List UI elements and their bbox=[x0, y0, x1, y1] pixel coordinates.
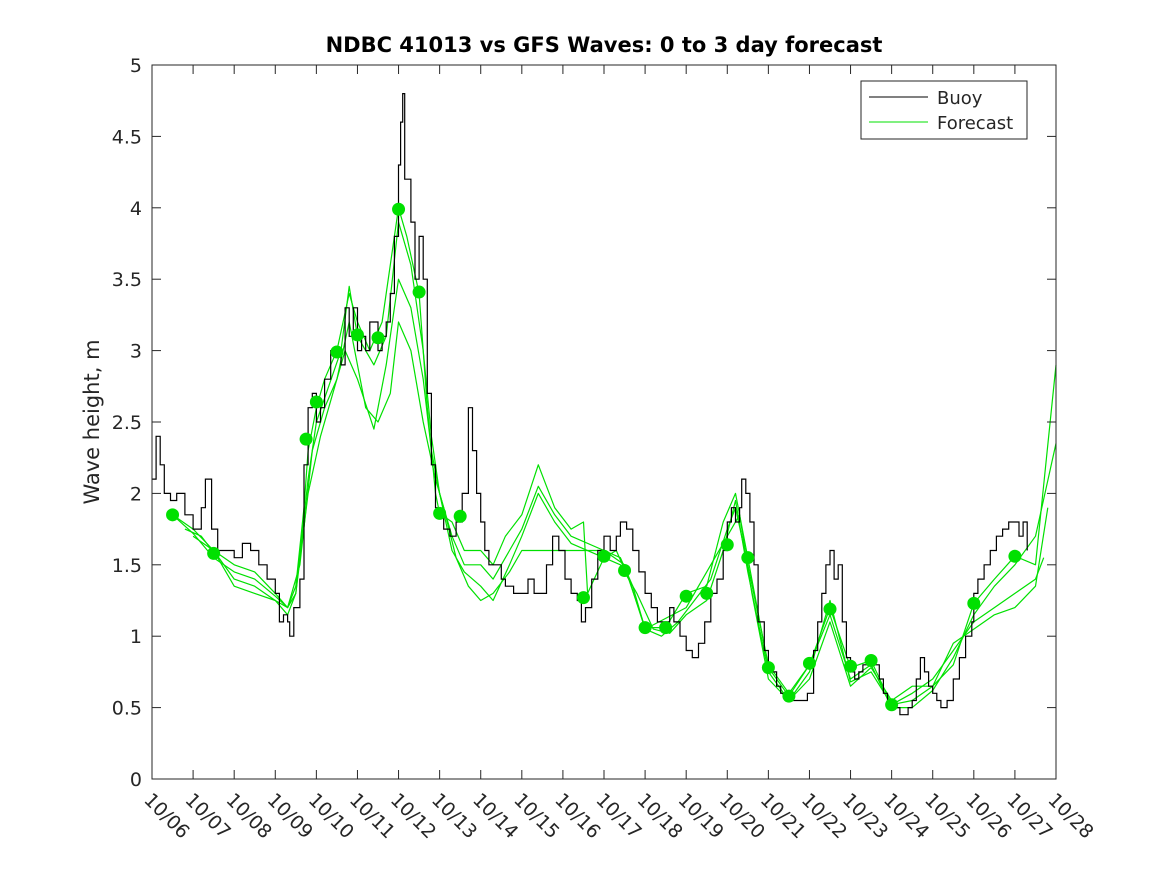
y-tick-label: 5 bbox=[130, 55, 142, 77]
forecast-marker-1 bbox=[166, 508, 180, 522]
forecast-marker-2 bbox=[207, 546, 221, 560]
forecast-marker-26 bbox=[864, 653, 878, 667]
y-tick-label: 2.5 bbox=[112, 412, 142, 434]
forecast-line-1 bbox=[172, 207, 1057, 706]
forecast-marker-18 bbox=[700, 586, 714, 600]
forecast-marker-12 bbox=[576, 591, 590, 605]
forecast-line-4 bbox=[192, 321, 1049, 702]
forecast-marker-15 bbox=[638, 621, 652, 635]
legend: Buoy Forecast bbox=[860, 80, 1028, 140]
x-tick-label: 10/12 bbox=[386, 789, 440, 843]
x-tick-label: 10/22 bbox=[797, 789, 851, 843]
forecast-marker-17 bbox=[679, 589, 693, 603]
x-tick-label: 10/20 bbox=[715, 789, 769, 843]
forecast-marker-5 bbox=[330, 345, 344, 359]
x-tick-label: 10/23 bbox=[838, 789, 892, 843]
x-tick-label: 10/11 bbox=[345, 789, 399, 843]
x-tick-label: 10/15 bbox=[509, 789, 563, 843]
chart-title: NDBC 41013 vs GFS Waves: 0 to 3 day fore… bbox=[326, 33, 883, 57]
y-tick-label: 3 bbox=[130, 341, 142, 363]
forecast-marker-25 bbox=[844, 659, 858, 673]
forecast-marker-28 bbox=[967, 596, 981, 610]
forecast-marker-22 bbox=[782, 689, 796, 703]
forecast-marker-10 bbox=[433, 506, 447, 520]
x-tick-label: 10/10 bbox=[304, 789, 358, 843]
x-tick-label: 10/16 bbox=[550, 789, 604, 843]
forecast-marker-20 bbox=[741, 551, 755, 565]
forecast-marker-16 bbox=[659, 621, 673, 635]
x-tick-label: 10/24 bbox=[879, 789, 933, 843]
x-tick-label: 10/28 bbox=[1043, 789, 1097, 843]
y-tick-label: 1 bbox=[130, 626, 142, 648]
forecast-marker-8 bbox=[392, 202, 406, 216]
x-tick-label: 10/25 bbox=[920, 789, 974, 843]
forecast-line-3 bbox=[184, 278, 1045, 706]
x-tick-label: 10/26 bbox=[961, 789, 1015, 843]
x-tick-label: 10/19 bbox=[674, 789, 728, 843]
y-tick-label: 0 bbox=[130, 769, 142, 791]
y-tick-label: 4 bbox=[130, 198, 142, 220]
x-tick-label: 10/17 bbox=[591, 789, 645, 843]
x-tick-label: 10/06 bbox=[139, 789, 193, 843]
y-tick-label: 1.5 bbox=[112, 555, 142, 577]
forecast-marker-4 bbox=[309, 395, 323, 409]
x-tick-label: 10/09 bbox=[263, 789, 317, 843]
series-layer bbox=[152, 92, 1057, 716]
x-tick-label: 10/08 bbox=[222, 789, 276, 843]
y-tick-label: 2 bbox=[130, 483, 142, 505]
forecast-marker-13 bbox=[597, 549, 611, 563]
plot-background bbox=[152, 65, 1056, 779]
y-axis-label: Wave height, m bbox=[80, 339, 104, 504]
x-tick-label: 10/07 bbox=[181, 789, 235, 843]
forecast-marker-3 bbox=[299, 432, 313, 446]
forecast-marker-23 bbox=[802, 656, 816, 670]
y-tick-label: 4.5 bbox=[112, 126, 142, 148]
forecast-line-2 bbox=[172, 221, 1057, 709]
legend-forecast-label: Forecast bbox=[937, 113, 1013, 134]
forecast-marker-27 bbox=[885, 698, 899, 712]
forecast-marker-21 bbox=[761, 661, 775, 675]
forecast-marker-14 bbox=[618, 564, 632, 578]
x-tick-label: 10/13 bbox=[427, 789, 481, 843]
forecast-marker-11 bbox=[453, 509, 467, 523]
y-tick-label: 0.5 bbox=[112, 698, 142, 720]
forecast-marker-9 bbox=[412, 285, 426, 299]
x-tick-label: 10/21 bbox=[756, 789, 810, 843]
x-tick-label: 10/27 bbox=[1002, 789, 1056, 843]
forecast-marker-6 bbox=[350, 328, 364, 342]
x-tick-label: 10/18 bbox=[633, 789, 687, 843]
y-tick-label: 3.5 bbox=[112, 269, 142, 291]
legend-buoy-label: Buoy bbox=[937, 88, 983, 109]
legend-box bbox=[860, 80, 1028, 140]
forecast-marker-24 bbox=[823, 602, 837, 616]
forecast-marker-7 bbox=[371, 331, 385, 345]
forecast-marker-19 bbox=[720, 538, 734, 552]
x-tick-label: 10/14 bbox=[468, 789, 522, 843]
marker-layer bbox=[166, 202, 1022, 712]
forecast-marker-29 bbox=[1008, 549, 1022, 563]
buoy-line bbox=[152, 92, 1028, 716]
